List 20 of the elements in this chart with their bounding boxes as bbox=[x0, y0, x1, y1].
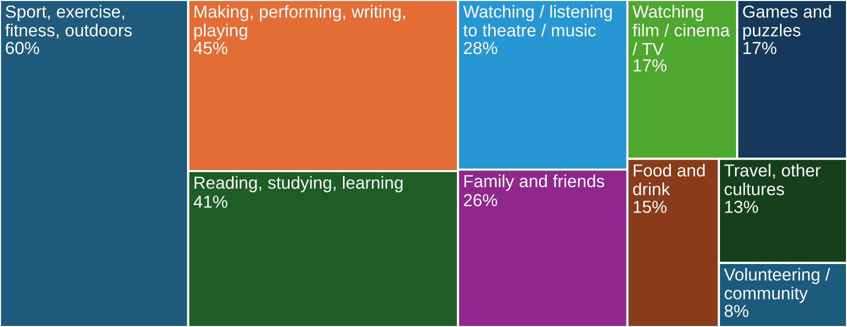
category-label: Games and puzzles bbox=[743, 5, 831, 40]
data-label: 28% bbox=[464, 42, 498, 54]
data-label: 8% bbox=[724, 304, 748, 318]
data-label: 17% bbox=[634, 59, 667, 72]
data-label: 41% bbox=[194, 196, 228, 208]
data-label: 15% bbox=[634, 200, 667, 213]
category-label: Sport, exercise, fitness, outdoors bbox=[5, 5, 132, 39]
category-label: Making, performing, writing, playing bbox=[194, 5, 405, 40]
category-label: Travel, other cultures bbox=[724, 164, 820, 196]
data-label: 17% bbox=[744, 42, 776, 54]
data-label: 45% bbox=[194, 42, 228, 54]
category-label: Volunteering / community bbox=[724, 268, 830, 303]
data-label: 13% bbox=[725, 200, 758, 213]
category-label: Food and drink bbox=[633, 164, 705, 196]
data-label: 26% bbox=[464, 194, 498, 206]
category-label: Family and friends bbox=[464, 174, 604, 191]
category-label: Watching / listening to theatre / music bbox=[463, 5, 612, 36]
category-label: Watching film / cinema / TV bbox=[632, 5, 730, 56]
category-label: Reading, studying, learning bbox=[194, 176, 403, 192]
data-label: 60% bbox=[6, 42, 40, 54]
